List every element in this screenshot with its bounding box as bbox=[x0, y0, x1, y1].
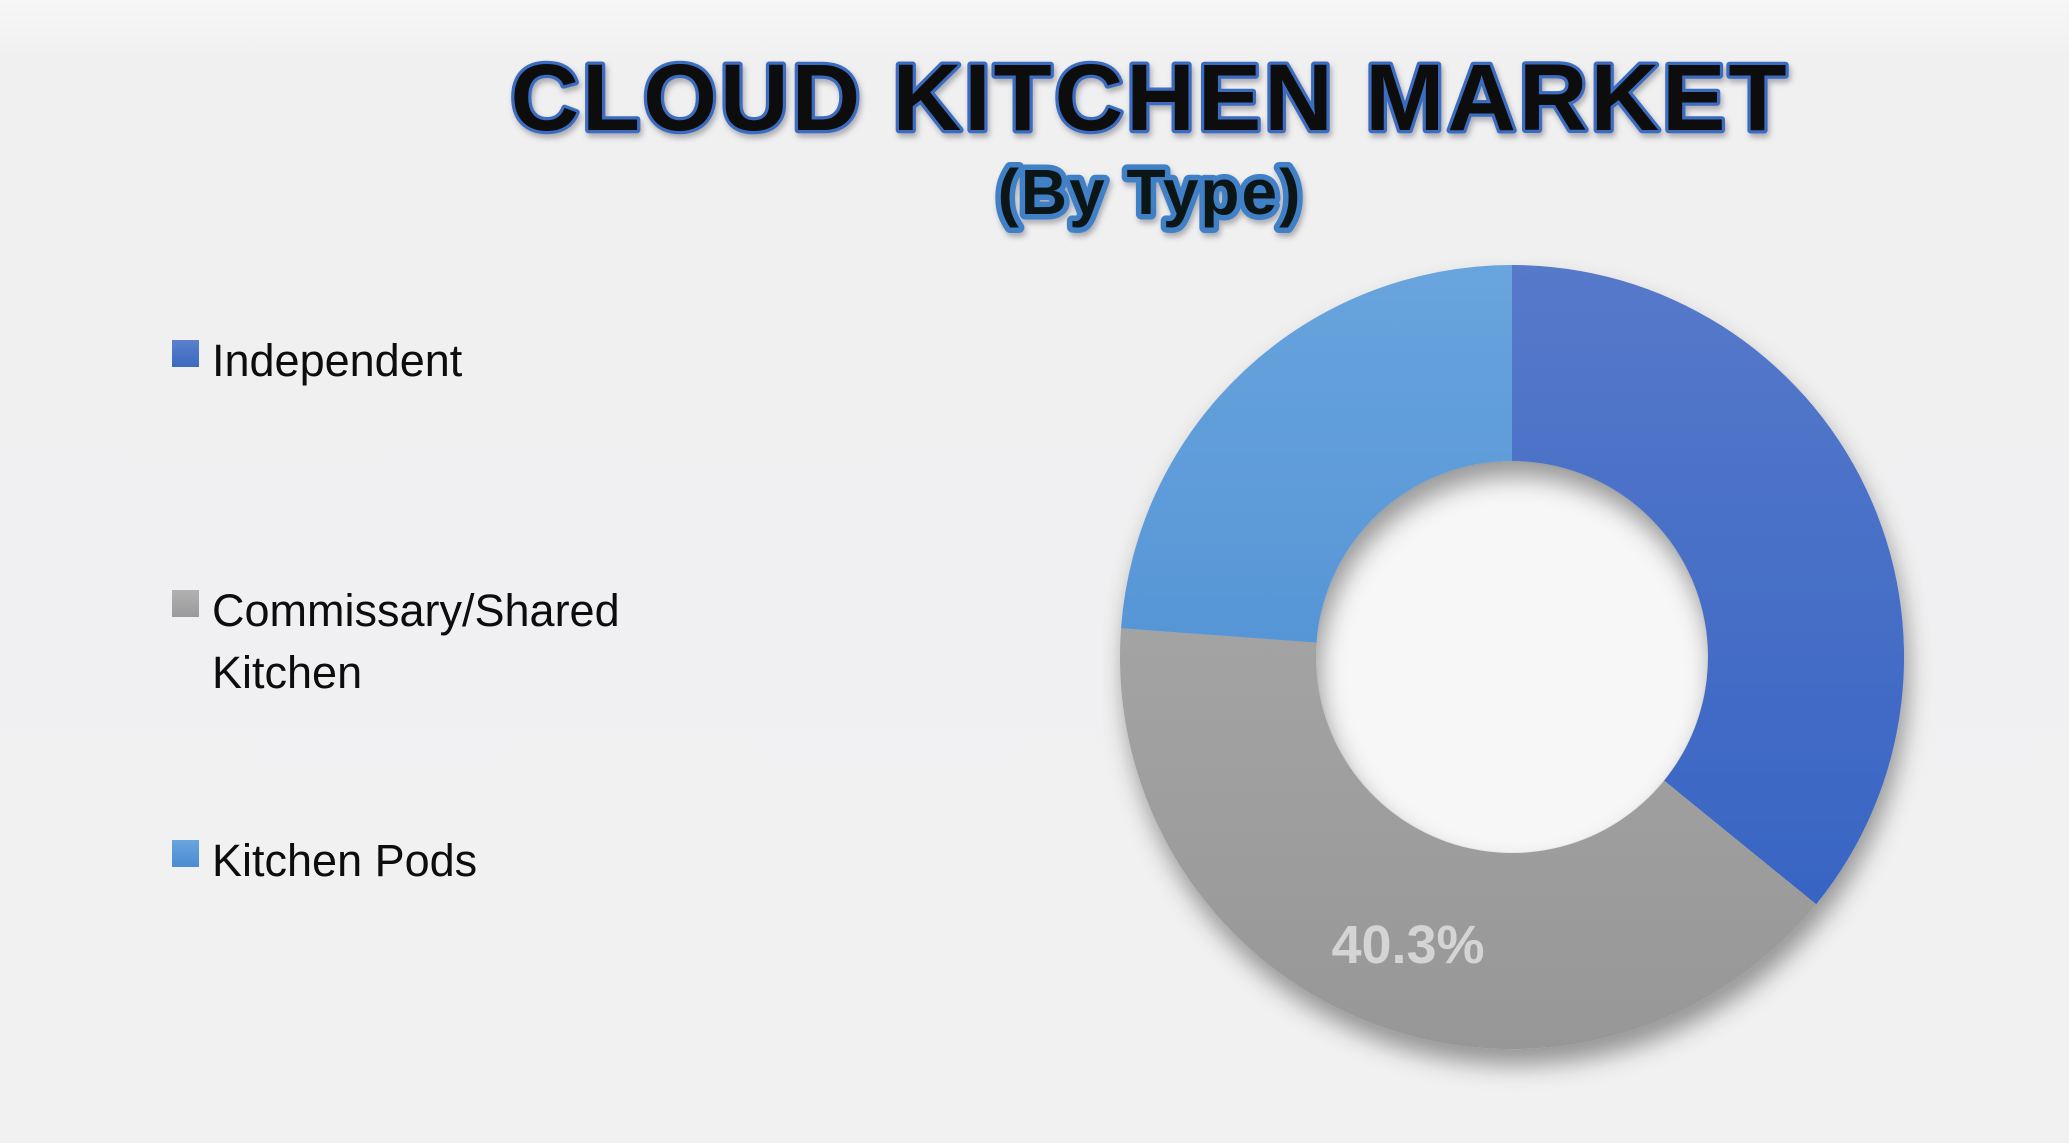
legend-swatch-independent bbox=[172, 340, 199, 367]
legend-label-commissary-shared-kitchen: Commissary/Shared Kitchen bbox=[212, 585, 620, 698]
chart-subtitle: (By Type) bbox=[998, 156, 1303, 228]
legend-label-kitchen-pods: Kitchen Pods bbox=[212, 835, 478, 886]
legend-swatch-kitchen-pods bbox=[172, 840, 199, 867]
slice-independent bbox=[1512, 265, 1905, 905]
legend-label-independent: Independent bbox=[212, 335, 463, 386]
slice-commissary-shared-kitchen bbox=[1119, 628, 1817, 1050]
slice-kitchen-pods bbox=[1121, 265, 1512, 643]
title-block: CLOUD KITCHEN MARKET (By Type) bbox=[507, 42, 1790, 234]
slice-data-label: 40.3% bbox=[1331, 915, 1484, 975]
legend-item-commissary-shared-kitchen: Commissary/Shared Kitchen bbox=[172, 580, 702, 704]
legend-swatch-commissary-shared-kitchen bbox=[172, 590, 199, 617]
legend-item-kitchen-pods: Kitchen Pods bbox=[172, 830, 477, 892]
donut-slices bbox=[1119, 265, 1905, 1050]
legend-item-independent: Independent bbox=[172, 330, 462, 392]
donut-chart: 40.3% bbox=[1119, 265, 1905, 1050]
donut-hole bbox=[1317, 462, 1707, 852]
chart-title: CLOUD KITCHEN MARKET bbox=[510, 45, 1789, 151]
